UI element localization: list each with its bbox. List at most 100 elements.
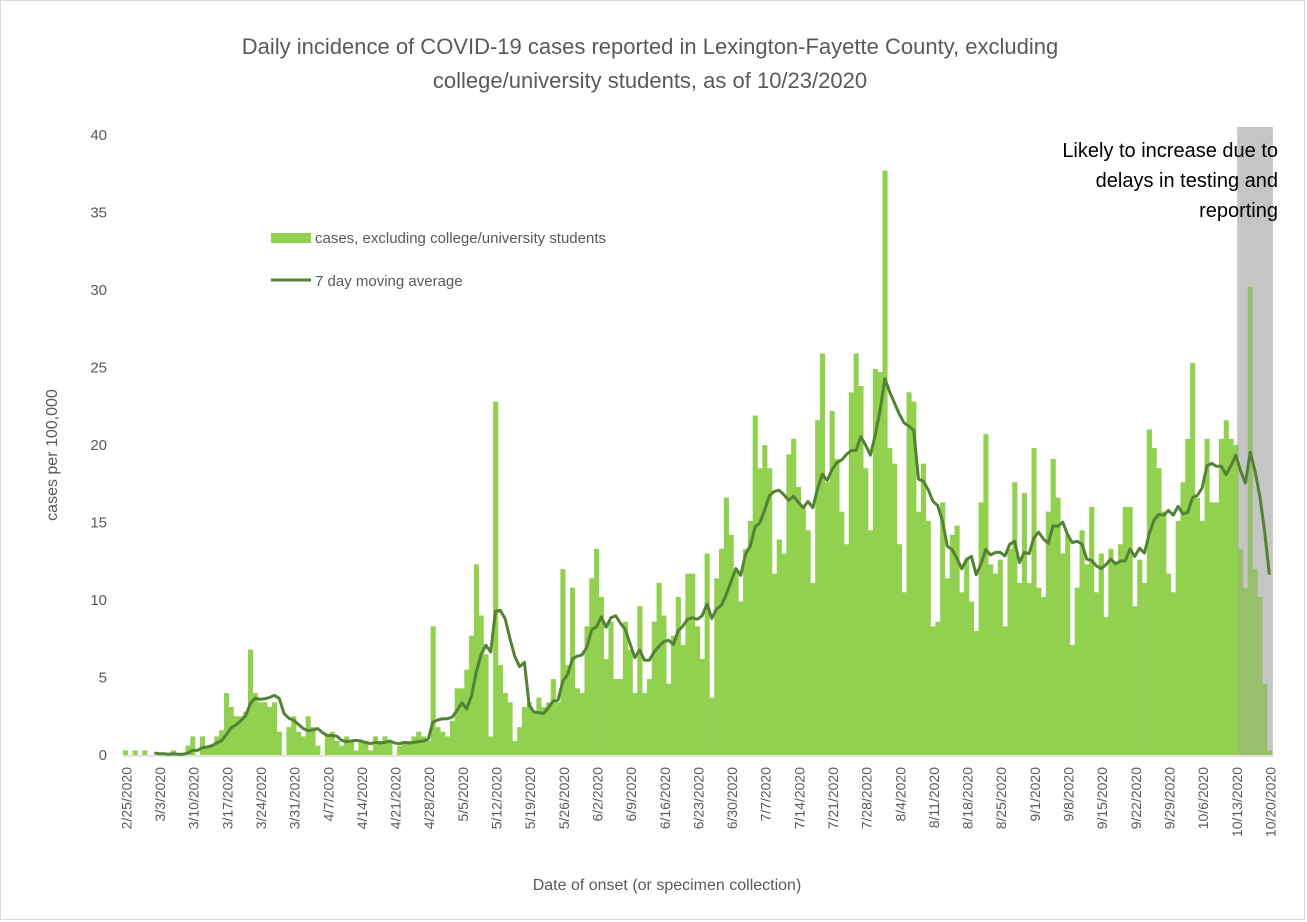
x-tick-label: 10/13/2020 [1229,767,1245,837]
bar [738,601,744,755]
bar [603,658,609,755]
bar [651,621,657,755]
bar [401,741,407,755]
bar [877,372,883,755]
bar [1142,582,1148,755]
x-tick-label: 4/21/2020 [388,767,404,829]
bar [459,688,465,755]
bar [545,702,552,755]
bar [1180,482,1186,755]
bar [795,486,802,755]
bar [1093,592,1100,755]
bar [223,693,230,755]
bar [815,420,821,755]
bar [536,697,542,755]
bar [199,736,206,755]
bar [272,702,278,755]
bar [1204,438,1210,755]
x-tick-label: 6/2/2020 [589,767,605,822]
bar [642,693,648,755]
bar [579,693,585,755]
bar [305,716,311,755]
bar [512,741,518,755]
y-axis-title: cases per 100,000 [44,389,61,521]
bar [853,353,859,755]
bar [243,711,249,755]
bar [1262,683,1268,755]
bar [339,745,345,755]
bar [252,693,258,755]
bar [219,730,225,755]
bar [142,750,148,755]
bar [209,745,215,755]
bar [334,741,340,755]
x-tick-label: 5/5/2020 [455,767,471,822]
bar [233,716,239,755]
bar [964,559,970,755]
bar [680,644,686,755]
bar [204,745,210,755]
x-axis-ticks: 2/25/2020 3/3/2020 3/10/2020 3/17/2020 3/24/… [118,767,1278,837]
y-tick-label: 20 [90,437,107,454]
x-tick-label: 10/20/2020 [1262,767,1278,837]
y-tick-label: 10 [90,592,107,609]
x-tick-label: 7/21/2020 [825,767,841,829]
bar [829,410,835,755]
x-tick-label: 5/19/2020 [522,767,538,829]
bar [723,497,729,755]
bar [1146,429,1152,755]
bar [363,741,369,755]
bar [685,573,691,755]
x-tick-label: 9/15/2020 [1094,767,1110,829]
bar [858,386,864,755]
bar [882,170,888,755]
bar [286,727,292,755]
bar [276,731,282,755]
bar [1228,438,1234,755]
legend: cases, excluding college/university stud… [271,230,606,290]
bar [1209,502,1215,755]
bar [296,731,302,755]
bar [1223,420,1229,755]
bar [1218,438,1225,755]
bar [300,736,306,755]
bar [1166,573,1172,755]
bar [1113,564,1119,755]
bar [132,750,138,755]
x-tick-label: 9/29/2020 [1161,767,1177,829]
bar [1170,592,1176,755]
bar [1036,587,1042,755]
bar [435,727,441,755]
bar [949,534,955,755]
bar [382,736,388,755]
bar [906,392,912,755]
bar [440,731,446,755]
bar [872,369,878,755]
x-tick-label: 6/9/2020 [623,767,639,822]
bar [944,578,951,755]
bar [1074,587,1080,755]
bar [497,665,504,755]
bar [550,679,556,755]
bar [430,626,436,755]
bar [521,706,528,755]
x-tick-label: 3/17/2020 [219,767,235,829]
bar [507,702,513,755]
bar [834,458,840,755]
bar-series [123,170,1273,755]
chart-title: Daily incidence of COVID-19 cases report… [100,30,1200,98]
annotation: Likely to increase due to delays in test… [1062,140,1278,222]
bar [930,626,936,755]
x-tick-label: 8/4/2020 [892,767,908,822]
bar [781,553,787,755]
bar [570,587,576,755]
y-tick-label: 0 [99,747,107,764]
bar [887,448,893,755]
bar [517,727,523,755]
bar [560,569,566,755]
bar [185,745,191,755]
bar [839,511,845,755]
bar [353,750,359,755]
